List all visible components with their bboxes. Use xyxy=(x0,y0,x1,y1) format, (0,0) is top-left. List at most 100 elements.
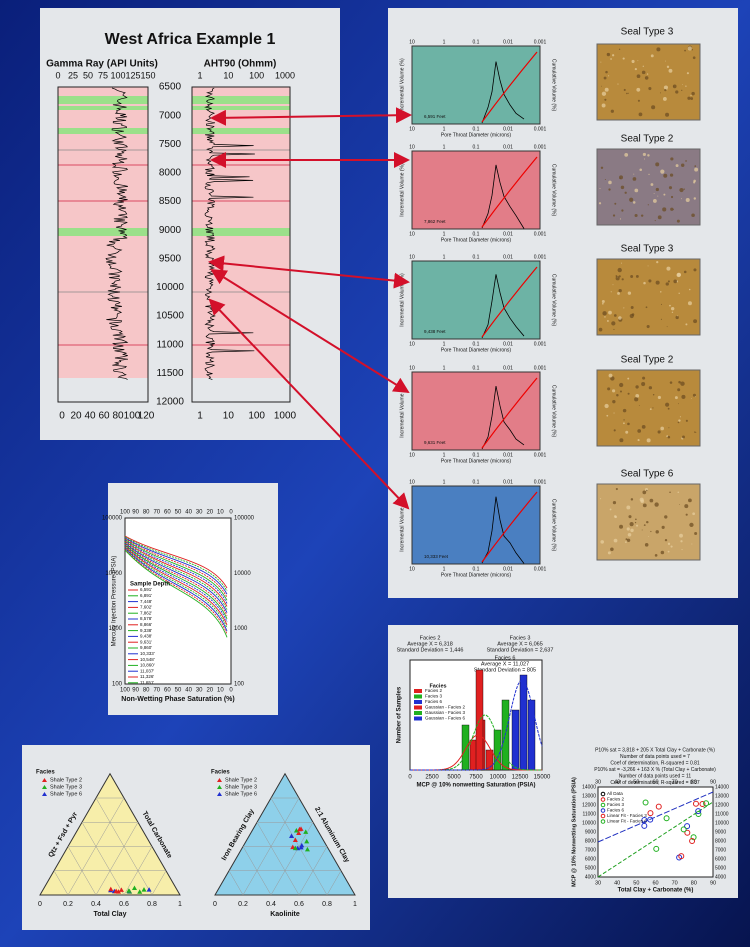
label: 100 xyxy=(249,70,264,80)
legend-swatch xyxy=(414,694,422,699)
label: 1 xyxy=(353,901,357,908)
label: P10% sat = -3,266 + 163 X % (Total Clay … xyxy=(594,767,716,773)
incremental-curve xyxy=(481,385,525,450)
label: 60 xyxy=(98,411,110,422)
label: Facies 6 xyxy=(495,655,516,661)
grain xyxy=(688,288,691,291)
label: Average X = 11,027 xyxy=(481,661,529,667)
label: 100 xyxy=(110,70,125,80)
grain xyxy=(626,538,631,542)
grain xyxy=(666,326,668,328)
label: 100 xyxy=(248,411,265,422)
label: 0.01 xyxy=(503,39,513,45)
label: 5000 xyxy=(447,775,461,781)
label: 30 xyxy=(196,510,203,516)
label: Average X = 6,065 xyxy=(497,641,543,647)
pressure-curve xyxy=(124,549,228,638)
legend-swatch xyxy=(42,792,47,796)
label: 10 xyxy=(409,126,415,132)
incremental-curve xyxy=(481,61,525,124)
label: Facies 3 xyxy=(425,694,443,699)
grain xyxy=(651,105,656,110)
sample-point xyxy=(289,833,295,838)
label: Pore Throat Diameter (microns) xyxy=(441,237,512,243)
grain xyxy=(607,53,609,55)
label: 100000 xyxy=(102,516,123,522)
grain xyxy=(610,109,614,113)
grain xyxy=(670,306,675,311)
grain xyxy=(681,549,683,551)
incremental-curve xyxy=(481,164,525,229)
ternary-grid xyxy=(53,870,69,896)
sample-point xyxy=(293,828,299,833)
label: 0 xyxy=(213,901,217,908)
gamma-curve xyxy=(105,87,129,380)
label: Average X = 6,318 xyxy=(407,641,453,647)
grain xyxy=(660,169,665,174)
fit-line xyxy=(597,791,714,843)
label: 10 xyxy=(409,365,415,371)
grain xyxy=(666,89,668,91)
label: 0.1 xyxy=(473,479,480,485)
label: 7500 xyxy=(469,775,483,781)
pressure-curve xyxy=(124,547,228,629)
grain xyxy=(635,394,640,398)
label: 20 xyxy=(206,688,213,694)
grain xyxy=(679,503,680,505)
grain xyxy=(630,306,634,309)
label: 1000 xyxy=(109,626,123,632)
label: 7,862 Feet xyxy=(424,219,446,224)
label: Incremental Volume (%) xyxy=(399,58,405,112)
grain xyxy=(675,315,679,320)
sample-point xyxy=(684,829,691,836)
grain xyxy=(633,173,635,175)
grain xyxy=(604,87,609,92)
label: 1 xyxy=(443,144,446,150)
label: 70 xyxy=(672,880,678,886)
sample-point xyxy=(690,834,697,841)
legend-swatch xyxy=(600,819,606,824)
grain xyxy=(613,538,618,543)
label: 0.1 xyxy=(473,365,480,371)
grain xyxy=(684,504,689,509)
grain xyxy=(630,275,634,278)
sample-point xyxy=(684,823,691,830)
grain xyxy=(687,301,692,306)
legend-swatch xyxy=(600,791,606,797)
grain xyxy=(610,291,612,293)
grain xyxy=(647,265,649,267)
grain xyxy=(604,98,607,101)
label: 50 xyxy=(633,779,639,785)
grain xyxy=(667,280,670,283)
grain xyxy=(606,52,611,57)
thin-section xyxy=(596,369,701,447)
label: 1 xyxy=(443,126,446,132)
grain xyxy=(641,424,646,429)
label: 70 xyxy=(153,688,160,694)
histogram-bar xyxy=(475,669,484,771)
label: 9,338' xyxy=(140,628,152,633)
grain xyxy=(619,175,624,180)
grain xyxy=(634,397,639,402)
grain xyxy=(627,532,632,537)
label: 10 xyxy=(409,254,415,260)
label: 0.1 xyxy=(473,144,480,150)
label: 80 xyxy=(691,880,697,886)
grain xyxy=(627,392,630,395)
grain xyxy=(646,520,649,524)
grain xyxy=(673,279,678,284)
label: 50 xyxy=(175,510,182,516)
label: Facies 2 xyxy=(425,688,443,693)
depth-tick: 8000 xyxy=(159,168,182,179)
label: 7,448' xyxy=(140,599,152,604)
sample-point xyxy=(703,800,710,807)
grain xyxy=(615,487,618,491)
grain xyxy=(601,91,607,96)
label: 7000 xyxy=(715,847,726,853)
grain xyxy=(691,91,695,96)
label: 9000 xyxy=(585,829,596,835)
label: 20 xyxy=(206,510,213,516)
label: 1 xyxy=(443,566,446,572)
label: 1 xyxy=(443,39,446,45)
grain xyxy=(655,187,659,192)
